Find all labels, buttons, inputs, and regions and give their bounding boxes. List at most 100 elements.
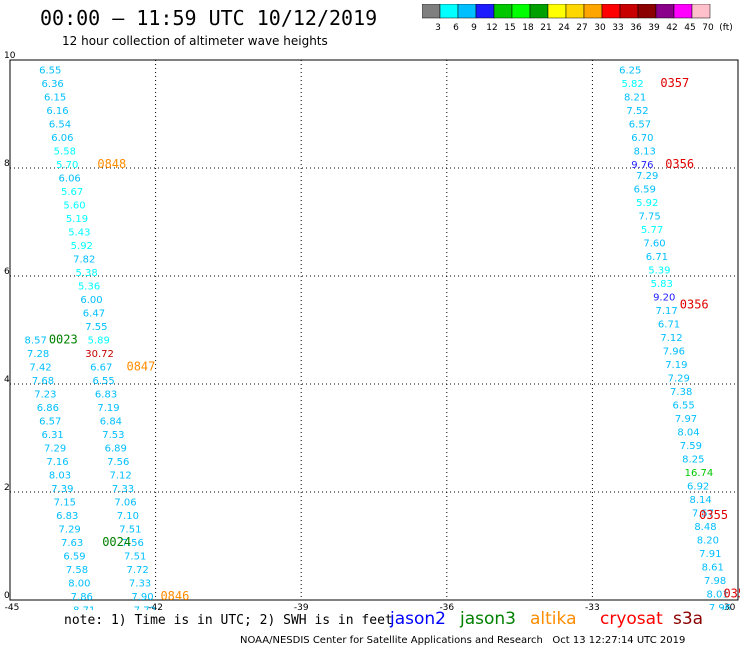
wave-height-label: 6.47 <box>83 309 105 320</box>
wave-height-label: 7.39 <box>51 484 73 495</box>
wave-height-label: 7.60 <box>643 238 665 249</box>
x-tick-label: -36 <box>439 603 454 610</box>
wave-height-label: 6.16 <box>46 106 68 117</box>
pass-time-label: 0357 <box>660 76 689 90</box>
wave-height-label: 7.12 <box>660 333 682 344</box>
wave-height-label: 6.89 <box>105 444 127 455</box>
wave-height-label: 8.25 <box>682 454 704 465</box>
pass-time-label: 0356 <box>680 297 709 311</box>
x-tick-label: -42 <box>148 603 163 610</box>
wave-height-label: 6.71 <box>658 319 680 330</box>
wave-height-label: 6.86 <box>37 403 59 414</box>
wave-height-label: 7.98 <box>704 576 726 587</box>
wave-height-label: 7.58 <box>66 565 88 576</box>
wave-height-label: 6.00 <box>80 295 102 306</box>
chart-title: 00:00 – 11:59 UTC 10/12/2019 <box>40 6 378 30</box>
wave-height-label: 7.42 <box>29 363 51 374</box>
wave-height-label: 5.82 <box>622 79 644 90</box>
wave-height-label: 7.33 <box>129 579 151 590</box>
color-scale-label: 18 <box>522 23 534 33</box>
wave-height-label: 6.54 <box>49 120 71 131</box>
wave-height-label: 8.21 <box>624 93 646 104</box>
wave-height-label: 7.96 <box>709 603 731 610</box>
wave-height-label: 7.16 <box>46 457 68 468</box>
wave-height-label: 30.72 <box>85 349 114 360</box>
wave-height-label: 5.19 <box>66 214 88 225</box>
wave-height-label: 5.36 <box>78 282 100 293</box>
legend-cryosat: cryosat <box>600 609 663 629</box>
plot-frame <box>9 59 739 601</box>
wave-height-label: 6.55 <box>93 376 115 387</box>
color-scale-label: 21 <box>540 23 551 33</box>
wave-height-label: 7.10 <box>117 511 139 522</box>
color-scale-label: 24 <box>558 23 570 33</box>
plot-area: -45 -42 -39 -36 -33 -30 0 2 4 6 8 10 6.55 6.36 6.15 6.1… <box>4 51 740 611</box>
wave-height-label: 5.83 <box>651 279 673 290</box>
wave-height-label: 5.92 <box>636 198 658 209</box>
wave-height-label: 7.29 <box>636 171 658 182</box>
y-tick-label: 4 <box>4 375 10 385</box>
pass-time-label: 0848 <box>97 157 126 171</box>
wave-height-label: 7.29 <box>59 525 81 536</box>
color-scale-label: 39 <box>648 23 660 33</box>
wave-height-label: 7.56 <box>122 538 144 549</box>
color-scale-label: 33 <box>612 23 623 33</box>
wave-height-label: 6.59 <box>63 552 85 563</box>
wave-height-label: 7.06 <box>114 498 136 509</box>
wave-height-label: 7.72 <box>134 606 156 611</box>
pass-time-label: 0355 <box>699 508 728 522</box>
color-scale-label: 12 <box>486 23 497 33</box>
color-scale-label: 70 <box>702 23 714 33</box>
wave-height-label: 8.00 <box>68 579 90 590</box>
wave-height-label: 7.28 <box>27 349 49 360</box>
wave-height-label: 6.92 <box>687 481 709 492</box>
wave-height-label: 6.25 <box>619 66 641 77</box>
color-scale-label: 15 <box>504 23 515 33</box>
wave-height-label: 5.70 <box>56 160 78 171</box>
x-tick-label: -33 <box>585 603 600 610</box>
wave-height-label: 8.01 <box>706 589 728 600</box>
color-swatch <box>691 4 711 19</box>
wave-height-label: 7.86 <box>71 592 93 603</box>
wave-height-label: 7.55 <box>85 322 107 333</box>
y-tick-label: 0 <box>4 591 10 601</box>
chart-subtitle: 12 hour collection of altimeter wave hei… <box>62 34 328 48</box>
credit-line: NOAA/NESDIS Center for Satellite Applica… <box>240 635 686 646</box>
pass-time-label: 0024 <box>102 535 131 549</box>
wave-height-label: 7.52 <box>626 106 648 117</box>
wave-height-label: 8.03 <box>49 471 71 482</box>
wave-height-label: 6.31 <box>42 430 64 441</box>
wave-height-label: 6.15 <box>44 93 66 104</box>
wave-height-label: 8.61 <box>702 562 724 573</box>
x-tick-label: -30 <box>721 603 736 610</box>
color-scale-label: 6 <box>453 23 459 33</box>
wave-height-label: 7.51 <box>119 525 141 536</box>
wave-height-label: 7.29 <box>668 373 690 384</box>
wave-height-label: 6.55 <box>39 66 61 77</box>
wave-height-label: 8.20 <box>697 535 719 546</box>
wave-height-label: 6.06 <box>59 174 81 185</box>
wave-height-label: 9.20 <box>653 292 675 303</box>
wave-height-label: 6.55 <box>672 400 694 411</box>
wave-height-label: 8.13 <box>634 147 656 158</box>
wave-height-label: 5.89 <box>88 336 110 347</box>
wave-height-label: 7.33 <box>112 484 134 495</box>
note-text: note: 1) Time is in UTC; 2) SWH is in fe… <box>64 613 393 628</box>
wave-height-label: 5.77 <box>641 225 663 236</box>
color-scale-label: 30 <box>594 23 606 33</box>
pass-time-label: 0356 <box>665 157 694 171</box>
wave-height-label: 7.15 <box>54 498 76 509</box>
wave-height-label: 8.48 <box>694 522 716 533</box>
wave-height-label: 7.56 <box>107 457 129 468</box>
color-scale-label: 36 <box>630 23 642 33</box>
wave-height-label: 7.59 <box>680 441 702 452</box>
wave-height-label: 6.67 <box>90 363 112 374</box>
wave-height-label: 8.14 <box>689 495 711 506</box>
legend-jason3: jason3 <box>460 609 516 629</box>
wave-height-label: 6.84 <box>100 417 122 428</box>
wave-height-label: 8.71 <box>73 606 95 611</box>
wave-height-label: 7.97 <box>675 414 697 425</box>
wave-height-label: 6.06 <box>51 133 73 144</box>
wave-height-label: 7.75 <box>639 211 661 222</box>
wave-height-label: 5.58 <box>54 147 76 158</box>
